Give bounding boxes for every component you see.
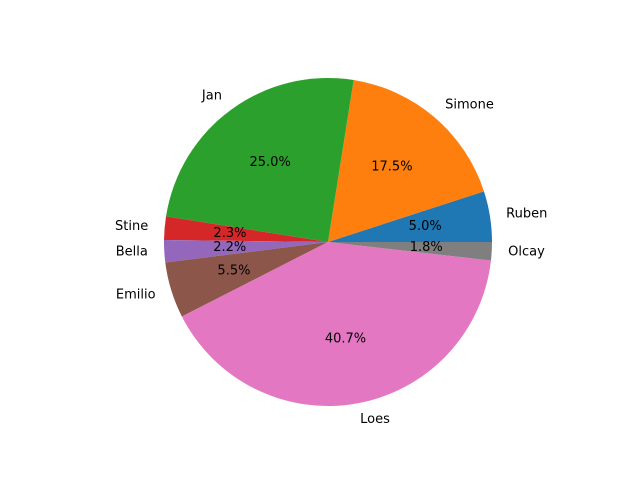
pie-slice-jan [166, 78, 354, 242]
pie-slice-loes [181, 242, 491, 407]
slice-percent-bella: 2.2% [213, 240, 246, 255]
pie-slice-bella [163, 239, 328, 263]
slice-label-ruben: Ruben [506, 206, 547, 221]
slice-percent-ruben: 5.0% [409, 219, 442, 234]
slice-percent-jan: 25.0% [250, 155, 291, 170]
slice-label-bella: Bella [116, 245, 148, 260]
slice-label-loes: Loes [360, 412, 390, 427]
pie-labels: Ruben 5.0% Simone 17.5% Jan 25.0% Stine 2.3% Bel… [115, 89, 547, 427]
slice-label-simone: Simone [445, 97, 494, 112]
slice-percent-emilio: 5.5% [217, 263, 250, 278]
pie-slice-simone [328, 80, 484, 243]
pie-slice-olcay [328, 242, 492, 261]
slice-percent-simone: 17.5% [371, 160, 412, 175]
slice-percent-loes: 40.7% [325, 331, 366, 346]
slice-label-jan: Jan [201, 89, 222, 104]
pie-slice-stine [164, 216, 328, 242]
pie-slice-emilio [165, 242, 328, 317]
pie-slices [163, 78, 492, 407]
slice-label-olcay: Olcay [508, 245, 545, 260]
pie-slice-ruben [328, 191, 492, 242]
slice-label-emilio: Emilio [116, 288, 156, 303]
slice-percent-stine: 2.3% [213, 226, 246, 241]
slice-percent-olcay: 1.8% [410, 240, 443, 255]
slice-label-stine: Stine [115, 219, 148, 234]
